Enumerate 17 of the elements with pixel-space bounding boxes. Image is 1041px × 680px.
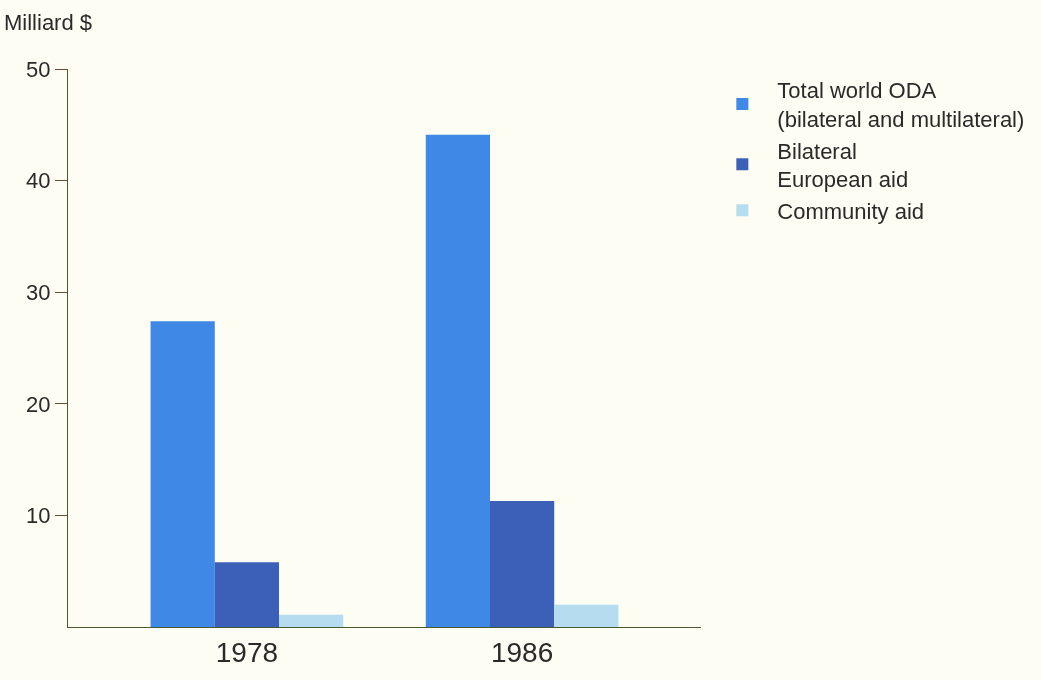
legend-label: Bilateral European aid	[777, 138, 909, 193]
y-tick-label: 50	[26, 56, 51, 82]
y-axis-title: Milliard $	[4, 10, 93, 35]
x-tick-label: 1978	[215, 636, 279, 668]
bar	[214, 562, 279, 627]
y-tick-label: 20	[26, 391, 51, 417]
x-tick-label: 1986	[490, 636, 554, 668]
y-tick-label: 30	[26, 279, 51, 305]
bar	[490, 500, 555, 627]
bar	[150, 321, 215, 627]
y-tick-label: 40	[26, 168, 51, 194]
bar	[554, 604, 619, 627]
legend-label: Community aid	[777, 198, 925, 224]
bar	[279, 614, 344, 627]
bar	[425, 134, 490, 627]
y-tick-label: 10	[26, 503, 51, 529]
legend-label: Total world ODA (bilateral and multilateral)	[777, 78, 1025, 132]
